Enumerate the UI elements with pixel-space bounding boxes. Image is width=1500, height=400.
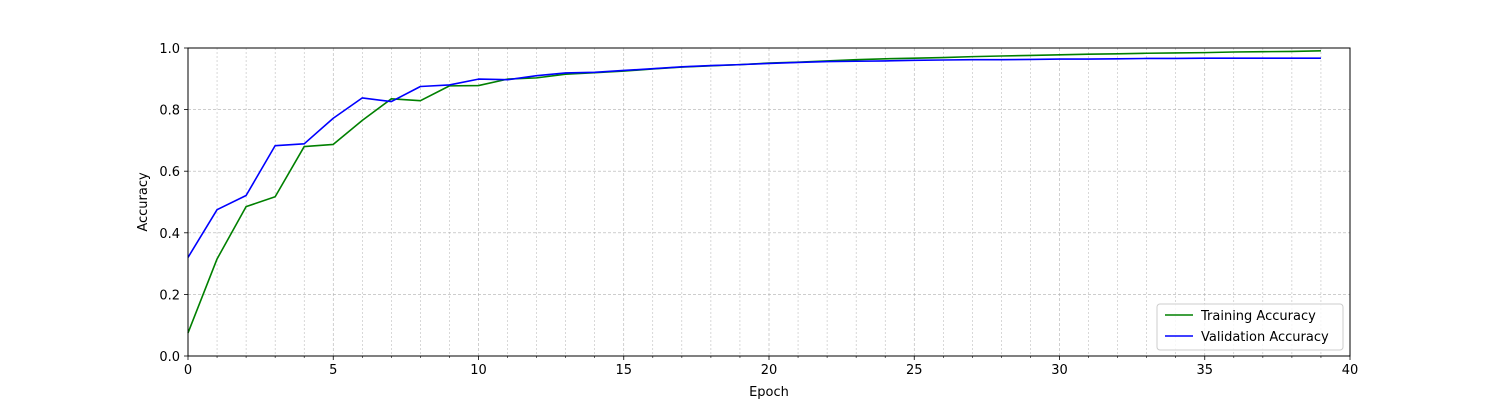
series-line-training [187, 49, 1321, 334]
x-tick-label: 20 [761, 363, 778, 378]
legend-label-training: Training Accuracy [1200, 309, 1316, 324]
x-tick-label: 35 [1196, 363, 1213, 378]
axis-tick-labels: 0 5 10 15 20 25 30 35 40 0.0 0.2 0.4 0.6 0.8 1.0 [159, 42, 1358, 378]
series-line-validation [187, 57, 1321, 258]
x-tick-label: 10 [470, 363, 487, 378]
y-tick-label: 1.0 [159, 42, 180, 57]
x-tick-label: 25 [906, 363, 923, 378]
y-tick-label: 0.6 [159, 165, 180, 180]
x-tick-label: 5 [329, 363, 337, 378]
series-layer [187, 49, 1321, 334]
legend-box [1156, 303, 1344, 351]
x-axis-label: Epoch [749, 385, 789, 400]
minor-grid [216, 48, 1322, 356]
legend-label-validation: Validation Accuracy [1201, 330, 1329, 345]
x-tick-label: 40 [1342, 363, 1359, 378]
x-tick-label: 30 [1051, 363, 1068, 378]
y-tick-label: 0.4 [159, 227, 180, 242]
legend: Training Accuracy Validation Accuracy [1156, 303, 1344, 351]
y-tick-label: 0.0 [159, 350, 180, 365]
y-tick-label: 0.8 [159, 104, 180, 119]
x-tick-label: 0 [184, 363, 192, 378]
axis-ticks [184, 47, 1351, 360]
y-axis-label: Accuracy [136, 172, 151, 232]
y-tick-label: 0.2 [159, 288, 180, 303]
x-tick-label: 15 [615, 363, 632, 378]
